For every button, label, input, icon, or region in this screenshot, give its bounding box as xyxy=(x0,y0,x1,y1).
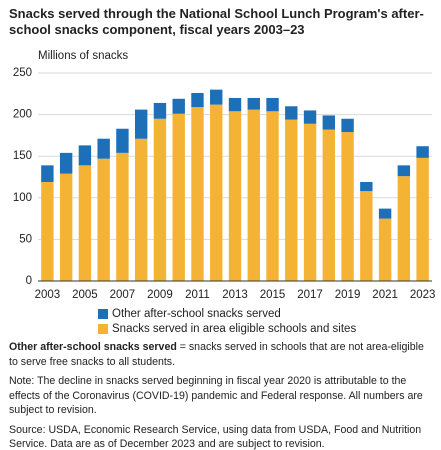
bar-segment xyxy=(172,113,185,281)
x-tick-label: 2013 xyxy=(222,289,248,301)
bar-segment xyxy=(247,109,260,281)
bar-segment xyxy=(303,123,317,281)
y-tick-label: 200 xyxy=(13,109,32,121)
bar-segment xyxy=(191,107,204,281)
bar-segment xyxy=(285,106,298,120)
note: Note: The decline in snacks served begin… xyxy=(9,375,423,416)
y-tick-label: 100 xyxy=(13,192,32,204)
bar-segment xyxy=(266,111,279,281)
bar-segment xyxy=(116,128,129,153)
bar-segment xyxy=(41,181,54,281)
bar-segment xyxy=(41,165,54,182)
bar-segment xyxy=(360,191,373,281)
y-tick-label: 150 xyxy=(13,150,32,162)
bar-segment xyxy=(322,129,336,281)
definition: Other after-school snacks served = snack… xyxy=(9,340,435,369)
bar-segment xyxy=(322,115,336,130)
bar-segment xyxy=(59,173,73,281)
bar-segment xyxy=(97,138,110,159)
x-tick-label: 2005 xyxy=(72,289,98,301)
y-tick-label: 0 xyxy=(26,275,32,287)
y-axis-label: Millions of snacks xyxy=(38,50,128,62)
x-tick-label: 2023 xyxy=(410,289,436,301)
bar-segment xyxy=(397,176,411,281)
chart: Millions of snacks 0 50 100 150 200 250 2003 20… xyxy=(13,50,436,335)
y-tick-label: 250 xyxy=(13,67,32,79)
legend-swatch xyxy=(98,309,108,319)
bar-segment xyxy=(341,132,354,281)
x-tick-label: 2017 xyxy=(297,289,323,301)
bar-segment xyxy=(416,146,429,158)
bar-segment xyxy=(153,102,167,119)
bar-segment xyxy=(247,97,260,110)
definition-text: = snacks served in schools that are not … xyxy=(9,341,424,368)
bar-segment xyxy=(210,89,223,105)
bar-segment xyxy=(210,104,223,281)
x-tick-label: 2011 xyxy=(185,289,210,301)
bar-segment xyxy=(228,97,242,112)
bar-segment xyxy=(116,152,129,281)
bar-segment xyxy=(134,138,148,281)
x-tick-label: 2009 xyxy=(147,289,173,301)
y-tick-label: 50 xyxy=(19,233,32,245)
bar-segment xyxy=(360,181,373,192)
bar-segment xyxy=(378,208,392,219)
chart-title: Snacks served through the National Schoo… xyxy=(9,6,424,37)
bar-segment xyxy=(78,145,92,166)
bar-segment xyxy=(172,98,185,114)
notes: Other after-school snacks served = snack… xyxy=(9,340,435,450)
bar-segment xyxy=(266,97,279,112)
bar-segment xyxy=(303,110,317,124)
bar-segment xyxy=(397,165,411,177)
x-tick-label: 2007 xyxy=(110,289,136,301)
bar-segment xyxy=(191,92,204,108)
x-tick-label: 2019 xyxy=(335,289,361,301)
source: Source: USDA, Economic Research Service,… xyxy=(9,423,422,450)
bar-segment xyxy=(153,118,167,281)
bar-segment xyxy=(416,157,429,281)
bar-segment xyxy=(97,158,110,281)
definition-term: Other after-school snacks served xyxy=(9,341,177,353)
bar-segment xyxy=(285,119,298,281)
x-tick-label: 2021 xyxy=(372,289,398,301)
bar-segment xyxy=(228,111,242,281)
bar-segment xyxy=(78,165,92,281)
legend-swatch xyxy=(98,324,108,334)
bar-segment xyxy=(59,152,73,174)
x-tick-label: 2003 xyxy=(35,289,61,301)
bar-segment xyxy=(378,218,392,281)
legend-label: Other after-school snacks served xyxy=(112,308,281,320)
bar-segment xyxy=(341,118,354,133)
legend-label: Snacks served in area eligible schools a… xyxy=(112,323,356,335)
x-tick-label: 2015 xyxy=(260,289,286,301)
bar-segment xyxy=(134,109,148,139)
